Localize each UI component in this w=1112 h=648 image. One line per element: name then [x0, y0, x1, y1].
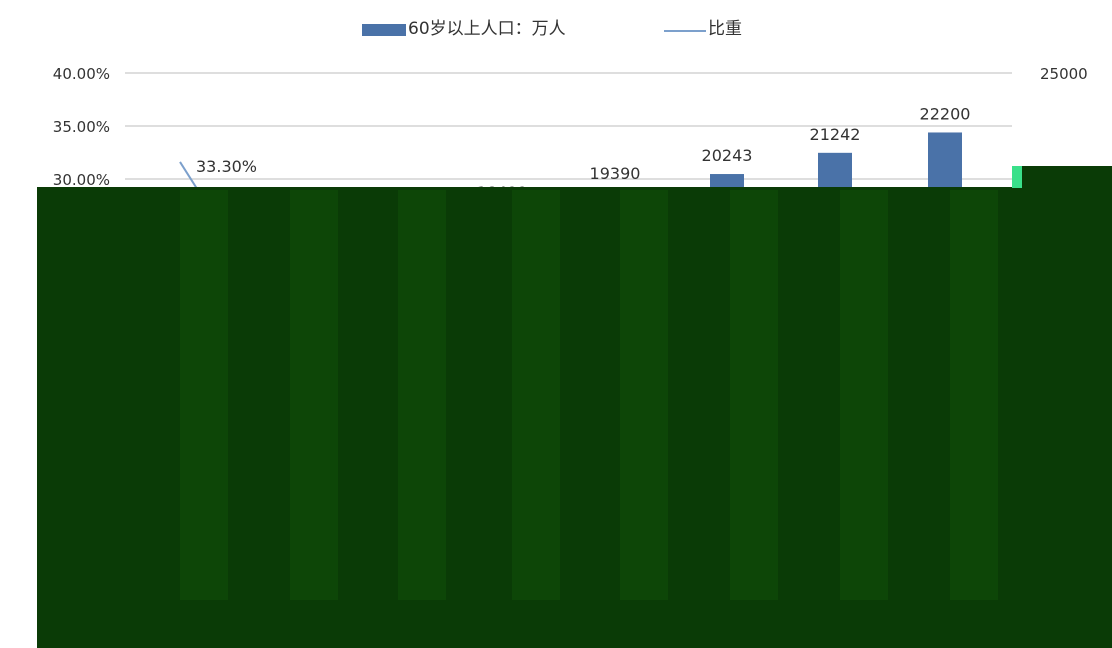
bar-value-label: 19390 [590, 164, 641, 183]
ghost-bar [512, 190, 560, 600]
legend-bar-label: 60岁以上人口：万人 [408, 19, 566, 39]
ghost-bar [398, 190, 446, 600]
ghost-bar [180, 190, 228, 600]
left-tick-label: 30.00% [53, 171, 110, 189]
overlay-block-edge [1017, 166, 1112, 188]
bar-value-label: 20243 [702, 146, 753, 165]
ghost-bar [290, 190, 338, 600]
bar-value-label: 22200 [920, 104, 971, 123]
left-axis-ticks: 40.00% 35.00% 30.00% [53, 65, 110, 189]
legend-bar-swatch [362, 24, 406, 36]
gridlines [125, 72, 1012, 180]
ghost-bar [620, 190, 668, 600]
bar-value-label: 21242 [810, 125, 861, 144]
right-axis-ticks: 25000 [1040, 65, 1088, 83]
overlay-highlight [1012, 166, 1022, 188]
right-tick-label: 25000 [1040, 65, 1088, 83]
left-tick-label: 35.00% [53, 118, 110, 136]
ghost-bar [950, 190, 998, 600]
legend: 60岁以上人口：万人 比重 [362, 19, 742, 39]
line-value-label: 33.30% [196, 157, 257, 176]
legend-line-label: 比重 [708, 19, 742, 39]
left-tick-label: 40.00% [53, 65, 110, 83]
ghost-bar [840, 190, 888, 600]
ghost-bar [730, 190, 778, 600]
